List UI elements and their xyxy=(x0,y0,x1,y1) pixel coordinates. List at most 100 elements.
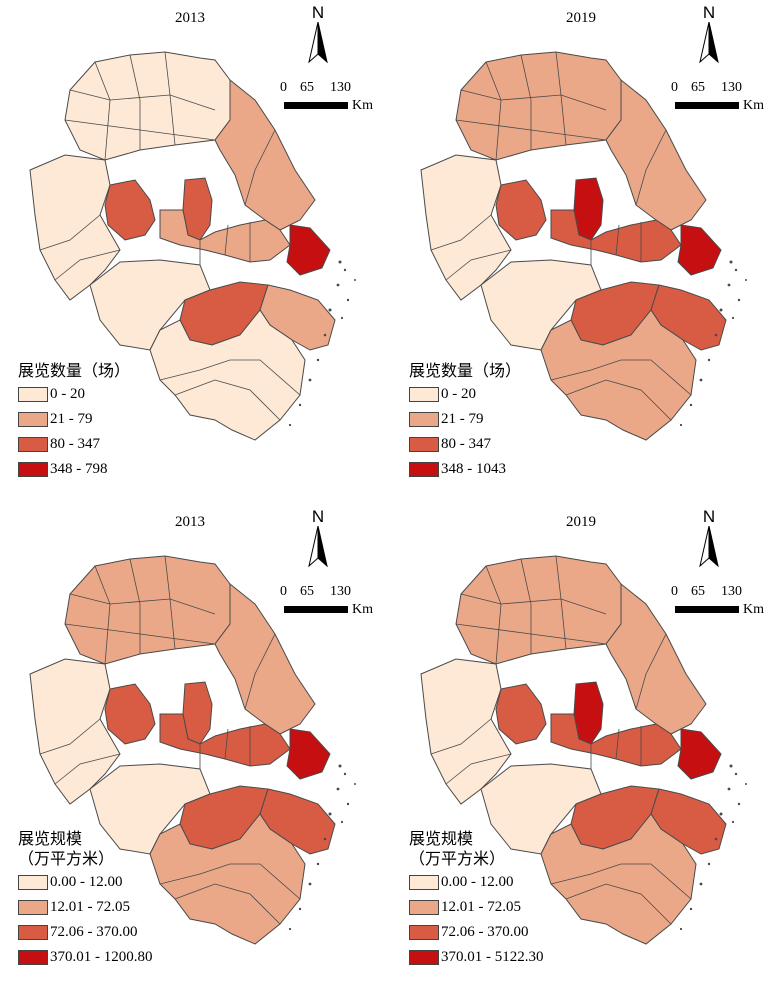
choropleth-map xyxy=(29,555,356,945)
scale-bar-graphic xyxy=(284,606,348,613)
region-north-anhui-jiangsu xyxy=(455,51,622,161)
scale-tick-2: 130 xyxy=(721,584,742,599)
scale-unit: Km xyxy=(352,98,373,113)
scale-bar: 0 65 130 Km xyxy=(280,584,390,617)
scale-bar: 0 65 130 Km xyxy=(671,80,781,113)
legend-swatch xyxy=(18,387,48,402)
scale-bar: 0 65 130 Km xyxy=(280,80,390,113)
region-north-anhui-jiangsu xyxy=(64,555,231,665)
legend-label: 0.00 - 12.00 xyxy=(441,874,514,890)
legend-item: 12.01 - 72.05 xyxy=(18,895,153,920)
legend-item: 12.01 - 72.05 xyxy=(409,895,544,920)
region-south-zhejiang xyxy=(540,813,697,945)
legend-title: 展览规模 （万平方米） xyxy=(409,830,544,870)
map-legend: 展览数量（场） 0 - 20 21 - 79 80 - 347 348 - 798 xyxy=(18,362,130,482)
legend-item: 21 - 79 xyxy=(409,407,521,432)
scale-bar-graphic xyxy=(675,102,739,109)
scale-tick-2: 130 xyxy=(721,80,742,95)
scale-tick-2: 130 xyxy=(330,584,351,599)
legend-swatch xyxy=(409,387,439,402)
legend-label: 72.06 - 370.00 xyxy=(441,924,529,940)
map-panel-2: 2019 N 0 65 130 Km 展览数量（场） 0 - 20 21 - 79… xyxy=(391,0,781,493)
scale-bar-graphic xyxy=(284,102,348,109)
region-south-zhejiang xyxy=(540,309,697,441)
scale-tick-1: 65 xyxy=(300,584,314,599)
legend-label: 80 - 347 xyxy=(441,436,491,452)
region-sunan-cities xyxy=(550,713,682,767)
legend-title-line: 展览规模 xyxy=(409,831,474,848)
scale-tick-0: 0 xyxy=(671,80,678,95)
region-hefei xyxy=(495,683,547,745)
legend-swatch xyxy=(409,412,439,427)
map-legend: 展览规模 （万平方米） 0.00 - 12.00 12.01 - 72.05 72.0… xyxy=(409,830,544,970)
choropleth-map xyxy=(420,51,747,441)
north-arrow: N xyxy=(694,4,724,69)
coastal-islands xyxy=(288,764,356,931)
north-arrow-icon xyxy=(308,525,328,568)
legend-item: 72.06 - 370.00 xyxy=(18,920,153,945)
legend-swatch xyxy=(409,437,439,452)
legend-title: 展览数量（场） xyxy=(18,362,130,382)
legend-title: 展览规模 （万平方米） xyxy=(18,830,153,870)
scale-ticks: 0 65 130 xyxy=(671,584,781,602)
legend-item: 348 - 1043 xyxy=(409,457,521,482)
legend-label: 72.06 - 370.00 xyxy=(50,924,138,940)
scale-tick-1: 65 xyxy=(691,80,705,95)
prefecture-boundaries xyxy=(39,51,301,421)
legend-item: 0.00 - 12.00 xyxy=(409,870,544,895)
legend-title-line: （万平方米） xyxy=(409,851,506,868)
scale-tick-0: 0 xyxy=(671,584,678,599)
legend-item: 0.00 - 12.00 xyxy=(18,870,153,895)
legend-swatch xyxy=(409,875,439,890)
region-sunan-cities xyxy=(550,209,682,263)
legend-swatch xyxy=(409,462,439,477)
legend-swatch xyxy=(18,437,48,452)
legend-label: 0.00 - 12.00 xyxy=(50,874,123,890)
north-letter: N xyxy=(311,3,325,22)
region-south-zhejiang xyxy=(149,309,306,441)
coastal-islands xyxy=(288,260,356,427)
legend-label: 80 - 347 xyxy=(50,436,100,452)
map-year-title: 2013 xyxy=(175,514,205,530)
prefecture-boundaries xyxy=(39,555,301,925)
north-arrow: N xyxy=(303,508,333,573)
legend-label: 21 - 79 xyxy=(50,411,93,427)
legend-title-line: 展览数量（场） xyxy=(18,363,131,380)
prefecture-boundaries xyxy=(430,51,692,421)
scale-tick-1: 65 xyxy=(300,80,314,95)
north-letter: N xyxy=(311,507,325,526)
legend-item: 348 - 798 xyxy=(18,457,130,482)
legend-item: 21 - 79 xyxy=(18,407,130,432)
legend-title-line: 展览规模 xyxy=(18,831,83,848)
legend-title-line: （万平方米） xyxy=(18,851,115,868)
region-hefei xyxy=(104,683,156,745)
north-arrow-icon xyxy=(699,525,719,568)
legend-label: 0 - 20 xyxy=(50,386,85,402)
scale-unit: Km xyxy=(743,602,764,617)
legend-label: 12.01 - 72.05 xyxy=(441,899,521,915)
region-north-anhui-jiangsu xyxy=(64,51,231,161)
legend-swatch xyxy=(409,950,439,965)
legend-label: 21 - 79 xyxy=(441,411,484,427)
legend-swatch xyxy=(409,925,439,940)
legend-swatch xyxy=(18,462,48,477)
map-legend: 展览规模 （万平方米） 0.00 - 12.00 12.01 - 72.05 72.0… xyxy=(18,830,153,970)
scale-unit: Km xyxy=(352,602,373,617)
north-arrow: N xyxy=(694,508,724,573)
map-legend: 展览数量（场） 0 - 20 21 - 79 80 - 347 348 - 1043 xyxy=(409,362,521,482)
map-panel-4: 2019 N 0 65 130 Km 展览规模 （万平方米） 0.00 - 12.… xyxy=(391,504,781,997)
legend-swatch xyxy=(18,875,48,890)
scale-bar-graphic xyxy=(675,606,739,613)
map-panel-1: 2013 N 0 65 130 Km 展览数量（场） 0 - 20 21 - 79… xyxy=(0,0,390,493)
region-hefei xyxy=(495,179,547,241)
region-shanghai xyxy=(286,728,331,780)
scale-ticks: 0 65 130 xyxy=(280,584,390,602)
legend-swatch xyxy=(18,412,48,427)
legend-label: 370.01 - 1200.80 xyxy=(50,949,153,965)
scale-tick-0: 0 xyxy=(280,80,287,95)
region-south-zhejiang xyxy=(149,813,306,945)
scale-tick-0: 0 xyxy=(280,584,287,599)
legend-label: 348 - 1043 xyxy=(441,461,506,477)
map-year-title: 2019 xyxy=(566,514,596,530)
north-letter: N xyxy=(702,507,716,526)
